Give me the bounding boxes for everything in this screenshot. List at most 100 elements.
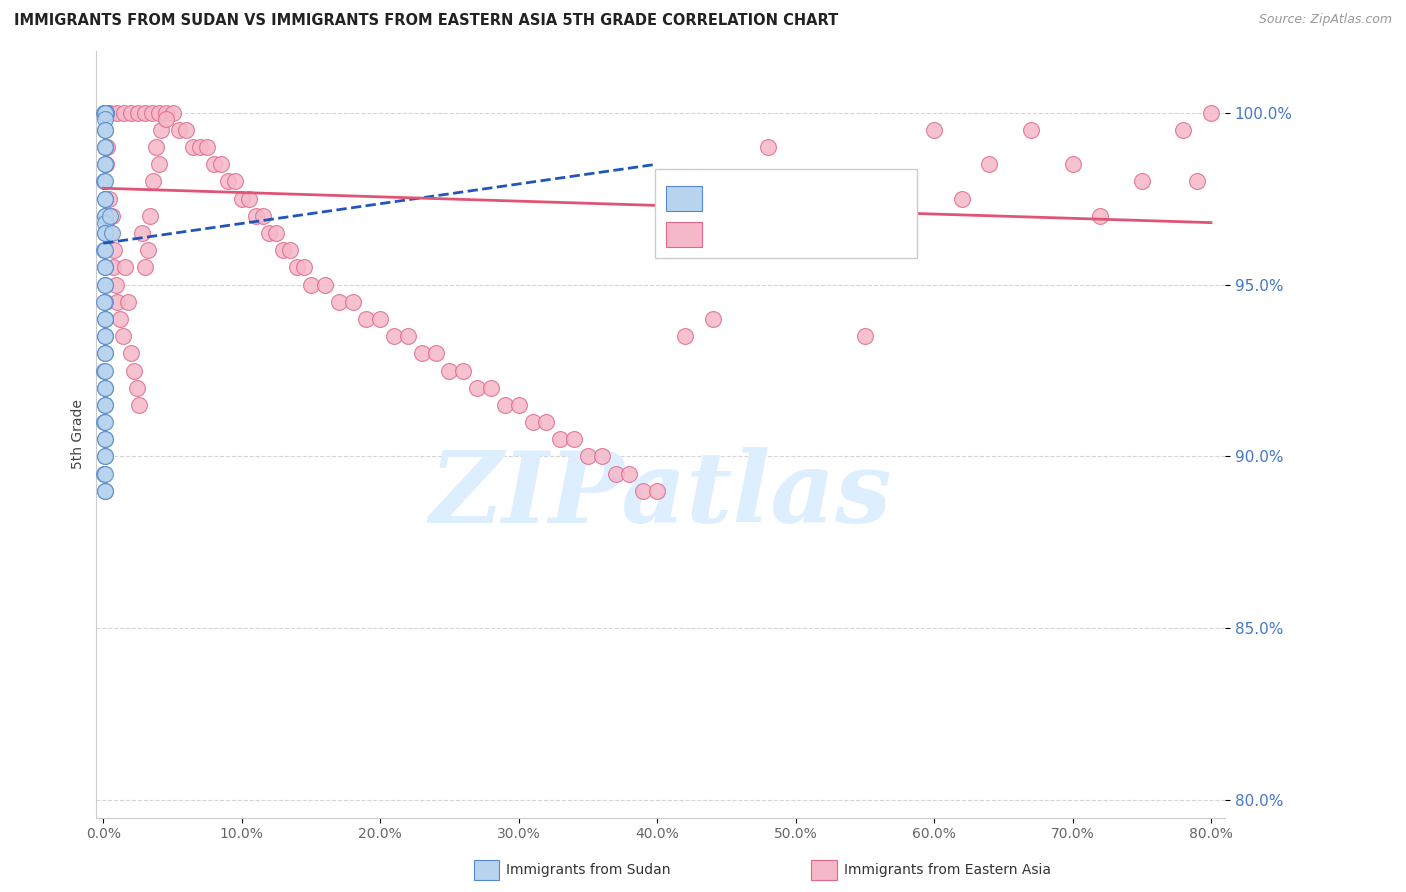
Point [100, 226, 122, 240]
Point [619, 467, 641, 481]
Point [93, 450, 115, 464]
Point [479, 381, 502, 395]
Point [139, 209, 162, 223]
Point [117, 294, 139, 309]
Point [94, 157, 117, 171]
Point [108, 312, 131, 326]
Point [396, 329, 419, 343]
Point [94, 105, 117, 120]
Point [728, 209, 751, 223]
Point [292, 260, 315, 275]
Point [94, 192, 117, 206]
Point [97, 192, 120, 206]
Point [94, 450, 117, 464]
Point [93, 157, 115, 171]
Point [155, 105, 177, 120]
Point [94, 105, 117, 120]
Point [259, 226, 281, 240]
Point [142, 174, 165, 188]
Point [299, 277, 322, 292]
Point [209, 157, 232, 171]
Point [169, 122, 191, 136]
Point [1130, 174, 1153, 188]
Point [93, 122, 115, 136]
Point [131, 226, 153, 240]
Point [120, 346, 142, 360]
Point [202, 157, 225, 171]
Point [128, 398, 150, 412]
Point [94, 329, 117, 343]
Point [114, 260, 136, 275]
Point [645, 483, 668, 498]
Point [356, 312, 378, 326]
Point [94, 105, 117, 120]
Point [93, 432, 115, 446]
Point [328, 294, 350, 309]
Point [93, 363, 115, 377]
Text: 57: 57 [842, 193, 863, 208]
Point [181, 140, 204, 154]
Point [111, 329, 134, 343]
Point [702, 312, 724, 326]
Point [231, 192, 253, 206]
Point [94, 260, 117, 275]
Point [93, 381, 115, 395]
Point [368, 312, 391, 326]
Point [266, 226, 288, 240]
Point [112, 105, 135, 120]
Point [188, 140, 211, 154]
Text: Source: ZipAtlas.com: Source: ZipAtlas.com [1258, 13, 1392, 27]
Point [853, 329, 876, 343]
Point [103, 243, 125, 257]
Point [101, 260, 124, 275]
Text: 0.113: 0.113 [748, 193, 801, 208]
Point [562, 432, 585, 446]
Point [278, 243, 301, 257]
Point [96, 105, 118, 120]
Point [425, 346, 447, 360]
Point [125, 381, 148, 395]
Point [93, 329, 115, 343]
Point [94, 381, 117, 395]
Text: Immigrants from Sudan: Immigrants from Sudan [506, 863, 671, 877]
Point [94, 312, 117, 326]
Point [1199, 105, 1222, 120]
Point [93, 398, 115, 412]
Text: N =: N = [803, 193, 846, 208]
Point [93, 243, 115, 257]
Point [673, 329, 696, 343]
Point [314, 277, 336, 292]
Point [271, 243, 294, 257]
Point [93, 467, 115, 481]
Point [148, 157, 170, 171]
Point [465, 381, 488, 395]
Point [104, 277, 127, 292]
Point [224, 174, 246, 188]
Point [439, 363, 461, 377]
Point [93, 277, 115, 292]
Text: R =: R = [711, 228, 745, 244]
Point [93, 483, 115, 498]
Point [105, 105, 128, 120]
Point [93, 105, 115, 120]
Point [98, 209, 121, 223]
Point [155, 112, 177, 127]
Point [245, 209, 267, 223]
Y-axis label: 5th Grade: 5th Grade [72, 400, 86, 469]
Point [605, 467, 627, 481]
Point [217, 174, 239, 188]
Point [285, 260, 308, 275]
Point [94, 112, 117, 127]
Point [93, 346, 115, 360]
Point [1185, 174, 1208, 188]
Text: N =: N = [803, 228, 846, 244]
Point [1019, 122, 1042, 136]
Point [94, 122, 117, 136]
Point [94, 105, 117, 120]
Point [93, 105, 115, 120]
Point [150, 122, 173, 136]
Point [100, 209, 122, 223]
Point [94, 226, 117, 240]
Point [136, 243, 159, 257]
Point [98, 226, 121, 240]
